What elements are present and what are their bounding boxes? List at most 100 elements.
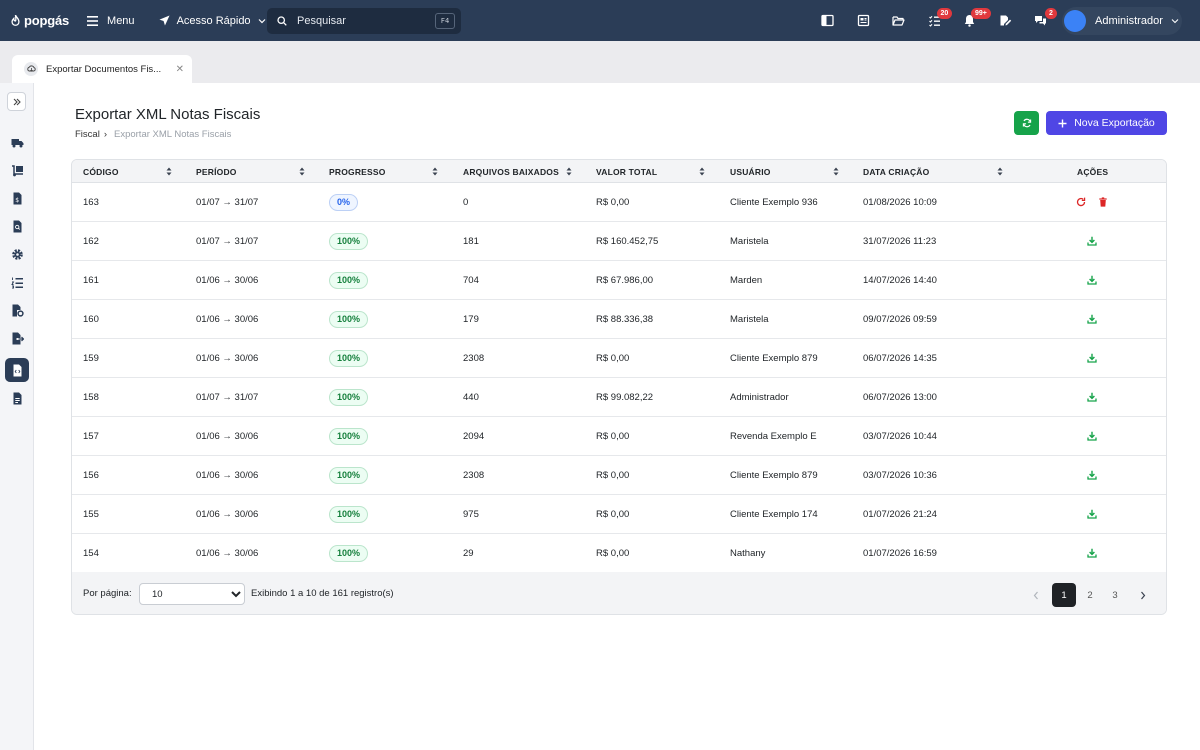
new-export-button[interactable]: Nova Exportação xyxy=(1046,111,1167,135)
page-title: Exportar XML Notas Fiscais xyxy=(75,106,261,123)
sidebar-item-settings[interactable] xyxy=(5,242,29,266)
cell-arquivos: 29 xyxy=(463,547,474,559)
sort-icon[interactable] xyxy=(566,167,572,176)
cell-progresso: 100% xyxy=(329,417,369,455)
download-button[interactable] xyxy=(1087,378,1097,416)
cell-periodo: 01/06 → 30/06 xyxy=(196,274,259,286)
file-search-icon xyxy=(13,220,21,232)
double-chevron-right-icon xyxy=(13,98,21,105)
cell-data: 01/08/2026 10:09 xyxy=(863,196,937,208)
column-header-progresso[interactable]: PROGRESSO xyxy=(329,166,386,177)
sidebar-toggle-button[interactable] xyxy=(810,0,846,41)
cell-periodo: 01/07 → 31/07 xyxy=(196,196,259,208)
folder-button[interactable] xyxy=(881,0,917,41)
cell-valor: R$ 0,00 xyxy=(596,352,630,364)
chevron-down-icon xyxy=(258,18,265,23)
cell-codigo: 162 xyxy=(83,235,99,247)
download-button[interactable] xyxy=(1087,456,1097,494)
sidebar-item-fiscal-settings[interactable] xyxy=(5,298,29,322)
cell-progresso: 0% xyxy=(329,183,359,221)
news-button[interactable] xyxy=(846,0,882,41)
sort-icon[interactable] xyxy=(432,167,438,176)
sidebar-item-file-export[interactable] xyxy=(5,326,29,350)
notifications-button[interactable]: 99+ xyxy=(952,0,991,41)
cell-usuario: Cliente Exemplo 879 xyxy=(730,352,818,364)
sidebar-item-export-xml[interactable] xyxy=(5,358,29,382)
table-row: 161 01/06 → 30/06 100% 704 R$ 67.986,00 Marde… xyxy=(72,261,1166,300)
cell-arquivos: 975 xyxy=(463,508,479,520)
tab-bar: Exportar Documentos Fis... ✕ xyxy=(0,41,1200,83)
cell-usuario: Cliente Exemplo 174 xyxy=(730,508,818,520)
page-button-2[interactable]: 2 xyxy=(1087,589,1093,601)
download-button[interactable] xyxy=(1087,495,1097,533)
column-header-valor[interactable]: VALOR TOTAL xyxy=(596,166,658,177)
cell-data: 01/07/2026 16:59 xyxy=(863,547,937,559)
breadcrumb-item-fiscal[interactable]: Fiscal xyxy=(75,129,100,140)
menu-button[interactable]: Menu xyxy=(87,15,135,27)
cell-data: 31/07/2026 11:23 xyxy=(863,235,937,247)
page-button-3[interactable]: 3 xyxy=(1112,589,1118,601)
cell-progresso: 100% xyxy=(329,378,369,416)
trash-icon xyxy=(1099,197,1107,207)
quick-access-button[interactable]: Acesso Rápido xyxy=(159,15,266,27)
column-header-data[interactable]: DATA CRIAÇÃO xyxy=(863,166,930,177)
search-box[interactable]: F4 xyxy=(267,8,461,34)
cell-usuario: Nathany xyxy=(730,547,766,559)
sidebar-item-delivery[interactable] xyxy=(5,130,29,154)
sidebar-item-invoices[interactable]: $ xyxy=(5,186,29,210)
breadcrumb: Fiscal › Exportar XML Notas Fiscais xyxy=(75,129,231,140)
download-button[interactable] xyxy=(1087,417,1097,455)
next-page-button[interactable] xyxy=(1131,583,1155,607)
chevron-down-icon xyxy=(1171,19,1179,24)
tasks-button[interactable]: 20 xyxy=(917,0,953,41)
sidebar-item-documents[interactable] xyxy=(5,386,29,410)
truck-icon xyxy=(11,138,23,147)
per-page-select[interactable]: 10 xyxy=(139,583,245,605)
download-button[interactable] xyxy=(1087,300,1097,338)
sort-icon[interactable] xyxy=(997,167,1003,176)
sort-icon[interactable] xyxy=(166,167,172,176)
table-row: 155 01/06 → 30/06 100% 975 R$ 0,00 Cliente Ex… xyxy=(72,495,1166,534)
column-header-usuario[interactable]: USUÁRIO xyxy=(730,166,771,177)
refresh-button[interactable] xyxy=(1014,111,1039,135)
close-icon[interactable]: ✕ xyxy=(175,63,184,75)
file-text-icon xyxy=(13,392,21,404)
cell-periodo: 01/06 → 30/06 xyxy=(196,352,259,364)
cell-progresso: 100% xyxy=(329,261,369,299)
search-input[interactable] xyxy=(297,15,427,27)
prev-page-button[interactable] xyxy=(1024,583,1048,607)
sidebar-item-lists[interactable] xyxy=(5,270,29,294)
page-button-1[interactable]: 1 xyxy=(1052,583,1076,607)
cell-arquivos: 179 xyxy=(463,313,479,325)
column-header-codigo[interactable]: CÓDIGO xyxy=(83,166,119,177)
download-button[interactable] xyxy=(1087,339,1097,377)
breadcrumb-item-current: Exportar XML Notas Fiscais xyxy=(113,129,232,140)
folder-open-icon xyxy=(892,16,905,26)
column-header-periodo[interactable]: PERÍODO xyxy=(196,166,237,177)
messages-button[interactable]: 2 xyxy=(1023,0,1059,41)
user-menu-button[interactable]: Administrador xyxy=(1062,7,1182,35)
cell-data: 06/07/2026 13:00 xyxy=(863,391,937,403)
notes-button[interactable] xyxy=(988,0,1024,41)
cell-data: 01/07/2026 21:24 xyxy=(863,508,937,520)
sidebar-item-logistics[interactable] xyxy=(5,158,29,182)
download-button[interactable] xyxy=(1087,261,1097,299)
chat-bubbles-icon xyxy=(1035,16,1047,26)
sort-icon[interactable] xyxy=(699,167,705,176)
delete-button[interactable] xyxy=(1098,183,1108,221)
sort-icon[interactable] xyxy=(833,167,839,176)
tasks-badge: 20 xyxy=(936,8,953,19)
chevron-right-icon xyxy=(1141,591,1146,599)
download-icon xyxy=(1087,431,1097,441)
expand-sidebar-button[interactable] xyxy=(7,92,26,111)
download-button[interactable] xyxy=(1087,222,1097,260)
sort-icon[interactable] xyxy=(299,167,305,176)
cell-codigo: 154 xyxy=(83,547,99,559)
download-button[interactable] xyxy=(1087,534,1097,572)
table-header: CÓDIGO PERÍODO PROGRESSO ARQUIVOS BAIXAD… xyxy=(72,160,1166,183)
retry-button[interactable] xyxy=(1076,183,1086,221)
column-header-arquivos[interactable]: ARQUIVOS BAIXADOS xyxy=(463,166,559,177)
tab-export-documents[interactable]: Exportar Documentos Fis... ✕ xyxy=(12,55,192,83)
brand-logo[interactable]: popgás xyxy=(10,13,69,28)
sidebar-item-reports[interactable] xyxy=(5,214,29,238)
